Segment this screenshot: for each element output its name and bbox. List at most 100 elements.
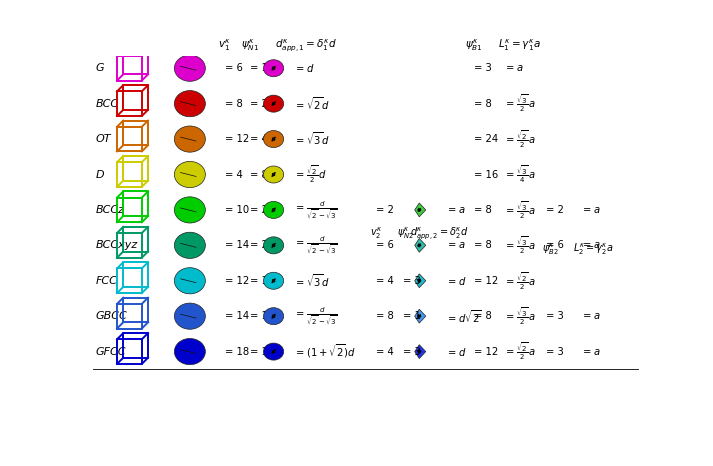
Text: $v_2^\kappa$: $v_2^\kappa$ (370, 226, 382, 241)
Text: $= a$: $= a$ (446, 240, 466, 250)
Text: = 12: = 12 (225, 276, 249, 286)
Ellipse shape (175, 232, 205, 259)
Text: OT: OT (96, 134, 111, 144)
Text: BCCz: BCCz (96, 205, 124, 215)
Polygon shape (415, 239, 426, 252)
Text: = 4: = 4 (225, 170, 242, 179)
Text: $= a$: $= a$ (581, 311, 601, 321)
Text: = 2: = 2 (250, 240, 267, 250)
Text: = 1: = 1 (250, 347, 267, 356)
Text: = 3: = 3 (403, 347, 421, 356)
Text: $\psi_{N2}^\kappa$: $\psi_{N2}^\kappa$ (396, 226, 414, 241)
Text: $= \frac{d}{\sqrt{2}-\sqrt{3}}$: $= \frac{d}{\sqrt{2}-\sqrt{3}}$ (294, 305, 339, 327)
Text: = 8: = 8 (474, 205, 492, 215)
Text: = 16: = 16 (474, 170, 498, 179)
Text: = 3: = 3 (403, 276, 421, 286)
Text: $\psi_{N1}^\kappa$: $\psi_{N1}^\kappa$ (241, 37, 260, 53)
Text: = 1: = 1 (250, 276, 267, 286)
Text: $L_1^\kappa = \gamma_1^\kappa a$: $L_1^\kappa = \gamma_1^\kappa a$ (498, 37, 540, 53)
Ellipse shape (264, 95, 284, 112)
Text: = 6: = 6 (376, 240, 394, 250)
Text: = 8: = 8 (376, 311, 394, 321)
Text: $= a$: $= a$ (581, 240, 601, 250)
Ellipse shape (175, 338, 205, 365)
Text: = 12: = 12 (474, 347, 498, 356)
Text: $= \sqrt{3}d$: $= \sqrt{3}d$ (294, 131, 330, 147)
Text: $d_{app,1}^\kappa = \delta_1^\kappa d$: $d_{app,1}^\kappa = \delta_1^\kappa d$ (275, 37, 337, 53)
Text: $= d$: $= d$ (446, 275, 466, 287)
Text: = 2: = 2 (250, 205, 267, 215)
Text: $= \frac{\sqrt{3}}{2}a$: $= \frac{\sqrt{3}}{2}a$ (504, 199, 535, 221)
Text: $= \frac{\sqrt{3}}{2}a$: $= \frac{\sqrt{3}}{2}a$ (504, 305, 535, 327)
Text: $= \sqrt{2}d$: $= \sqrt{2}d$ (294, 96, 330, 112)
Text: $= \frac{\sqrt{2}}{2}a$: $= \frac{\sqrt{2}}{2}a$ (504, 270, 535, 292)
Text: = 4: = 4 (376, 276, 394, 286)
Text: $= \frac{\sqrt{2}}{2}a$: $= \frac{\sqrt{2}}{2}a$ (504, 128, 535, 150)
Text: = 14: = 14 (225, 240, 249, 250)
Ellipse shape (264, 201, 284, 219)
Text: = 6: = 6 (225, 63, 242, 73)
Text: = 8: = 8 (474, 99, 492, 109)
Text: = 8: = 8 (225, 99, 242, 109)
Ellipse shape (175, 126, 205, 152)
Text: $= a$: $= a$ (504, 63, 523, 73)
Text: $= (1+\sqrt{2})d$: $= (1+\sqrt{2})d$ (294, 343, 356, 360)
Text: = 6: = 6 (546, 240, 564, 250)
Text: $= a$: $= a$ (446, 205, 466, 215)
Text: = 4: = 4 (376, 347, 394, 356)
Polygon shape (415, 309, 426, 323)
Text: $= d$: $= d$ (446, 346, 466, 357)
Text: = 1: = 1 (403, 311, 421, 321)
Text: G: G (96, 63, 104, 73)
Ellipse shape (264, 60, 284, 77)
Text: = 2: = 2 (376, 205, 394, 215)
Ellipse shape (175, 303, 205, 329)
Text: = 3: = 3 (474, 63, 492, 73)
Text: = 10: = 10 (225, 205, 249, 215)
Polygon shape (415, 274, 426, 288)
Text: = 1: = 1 (250, 311, 267, 321)
Text: BCCxyz: BCCxyz (96, 240, 138, 250)
Ellipse shape (175, 161, 205, 188)
Text: = 24: = 24 (474, 134, 498, 144)
Ellipse shape (175, 267, 205, 294)
Ellipse shape (264, 166, 284, 183)
Text: $= \frac{\sqrt{3}}{2}a$: $= \frac{\sqrt{3}}{2}a$ (504, 234, 535, 256)
Text: $= \sqrt{3}d$: $= \sqrt{3}d$ (294, 273, 330, 289)
Text: $d_{app,2}^\kappa = \delta_2^\kappa d$: $d_{app,2}^\kappa = \delta_2^\kappa d$ (410, 225, 468, 241)
Text: = 3: = 3 (546, 347, 564, 356)
Text: $= d\sqrt{2}$: $= d\sqrt{2}$ (446, 308, 481, 324)
Text: $= a$: $= a$ (581, 347, 601, 356)
Text: = 4: = 4 (250, 134, 267, 144)
Text: = 14: = 14 (225, 311, 249, 321)
Text: = 12: = 12 (225, 134, 249, 144)
Text: $= \frac{\sqrt{2}}{2}a$: $= \frac{\sqrt{2}}{2}a$ (504, 341, 535, 363)
Text: = 1: = 1 (250, 63, 267, 73)
Text: $L_2^\kappa = \gamma_2^\kappa a$: $L_2^\kappa = \gamma_2^\kappa a$ (573, 241, 613, 257)
Polygon shape (415, 345, 426, 358)
Text: $= \frac{\sqrt{2}}{2}d$: $= \frac{\sqrt{2}}{2}d$ (294, 164, 327, 185)
Ellipse shape (175, 197, 205, 223)
Text: = 2: = 2 (250, 99, 267, 109)
Text: $= \frac{\sqrt{3}}{4}a$: $= \frac{\sqrt{3}}{4}a$ (504, 164, 535, 185)
Text: $= a$: $= a$ (581, 205, 601, 215)
Text: GFCC: GFCC (96, 347, 125, 356)
Text: = 2: = 2 (546, 205, 564, 215)
Ellipse shape (175, 90, 205, 117)
Ellipse shape (264, 130, 284, 148)
Text: $v_1^\kappa$: $v_1^\kappa$ (218, 37, 231, 53)
Text: BCC: BCC (96, 99, 118, 109)
Ellipse shape (264, 237, 284, 254)
Text: $= \frac{d}{\sqrt{2}-\sqrt{3}}$: $= \frac{d}{\sqrt{2}-\sqrt{3}}$ (294, 199, 339, 221)
Text: D: D (96, 170, 104, 179)
Text: $\psi_{B1}^\kappa$: $\psi_{B1}^\kappa$ (466, 37, 483, 53)
Text: = 12: = 12 (474, 276, 498, 286)
Text: GBCC: GBCC (96, 311, 127, 321)
Ellipse shape (175, 55, 205, 82)
Ellipse shape (264, 308, 284, 325)
Text: = 18: = 18 (225, 347, 249, 356)
Text: = 3: = 3 (546, 311, 564, 321)
Ellipse shape (264, 272, 284, 289)
Text: = 8: = 8 (250, 170, 267, 179)
Text: FCC: FCC (96, 276, 117, 286)
